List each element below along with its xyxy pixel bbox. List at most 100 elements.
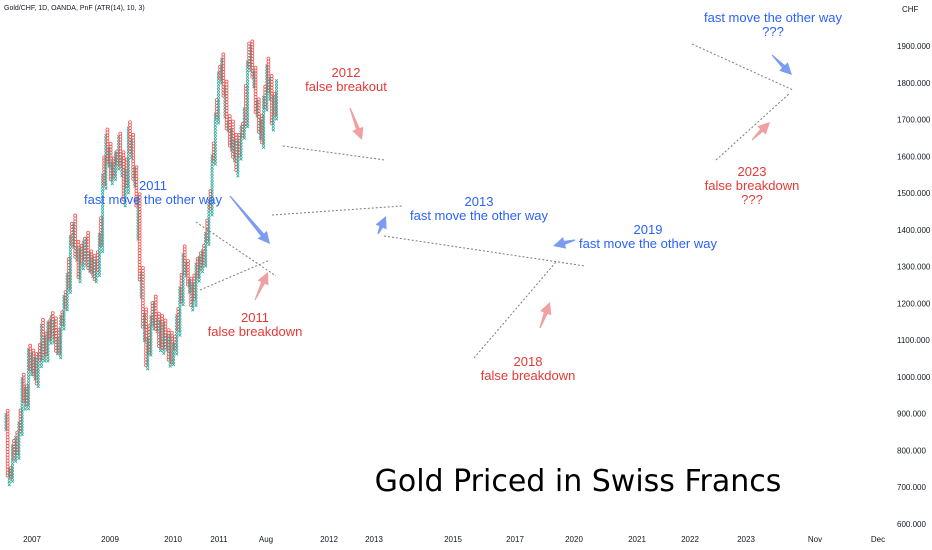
pnf-x-box — [207, 242, 211, 247]
pnf-x-box — [10, 479, 15, 484]
pnf-x-box — [126, 167, 131, 171]
pnf-x-box — [20, 385, 24, 390]
pnf-o-box — [166, 328, 171, 333]
pnf-o-box — [66, 257, 71, 261]
pnf-o-box — [131, 132, 136, 137]
pnf-x-box — [207, 239, 211, 244]
pnf-x-box — [168, 355, 172, 360]
pnf-x-box — [145, 337, 150, 342]
pnf-x-box — [126, 173, 131, 177]
pnf-x-box — [20, 382, 24, 387]
pnf-x-box — [191, 308, 195, 312]
pnf-x-box — [104, 183, 108, 188]
pnf-x-box — [59, 335, 63, 339]
pnf-x-box — [78, 268, 82, 272]
pnf-x-box — [239, 148, 243, 152]
pnf-x-box — [168, 361, 172, 365]
pnf-x-box — [236, 171, 240, 175]
pnf-x-box — [181, 276, 185, 280]
pnf-x-box — [216, 106, 221, 110]
y-tick-label: 600.000 — [897, 520, 926, 529]
pnf-o-box — [140, 266, 145, 270]
pnf-x-box — [200, 266, 205, 271]
pnf-x-box — [245, 75, 250, 79]
pnf-x-box — [145, 358, 150, 362]
pnf-o-box — [153, 294, 158, 299]
pnf-x-box — [178, 309, 182, 314]
pnf-x-box — [100, 223, 105, 227]
pnf-x-box — [20, 400, 24, 404]
pnf-x-box — [258, 127, 263, 132]
pnf-x-box — [126, 164, 131, 169]
time-axis[interactable]: 2007 2009 2010 2011 Aug 2012 2013 2015 2017 2020 2… — [23, 535, 885, 544]
pnf-x-box — [239, 139, 243, 144]
pnf-x-box — [26, 362, 31, 367]
pnf-x-box — [113, 177, 118, 182]
pnf-x-box — [210, 195, 214, 199]
pnf-x-box — [239, 157, 243, 161]
pnf-x-box — [242, 136, 246, 140]
pnf-x-box — [46, 327, 50, 331]
pnf-x-box — [216, 112, 221, 116]
pnf-o-box — [50, 311, 55, 316]
x-tick-label: 2010 — [164, 535, 182, 544]
pnf-o-box — [250, 39, 255, 44]
pnf-o-box — [37, 343, 42, 347]
pnf-x-box — [46, 347, 50, 351]
annotations: fast move the other way ??? 2012 false brea… — [84, 10, 843, 383]
pnf-x-box — [174, 346, 179, 350]
pnf-x-box — [59, 332, 63, 336]
pnf-x-box — [171, 348, 176, 352]
pnf-x-box — [46, 338, 50, 343]
pnf-x-box — [197, 264, 201, 269]
pnf-x-box — [261, 107, 266, 111]
pnf-x-box — [245, 69, 250, 73]
pnf-x-box — [274, 93, 279, 98]
pnf-x-box — [110, 173, 114, 177]
pnf-o-box — [57, 327, 62, 332]
pnf-x-box — [97, 259, 102, 263]
pnf-x-box — [65, 290, 69, 294]
pnf-x-box — [49, 338, 53, 342]
pnf-x-box — [13, 456, 18, 460]
pnf-x-box — [94, 271, 98, 275]
pnf-x-box — [46, 344, 50, 349]
y-tick-label: 700.000 — [897, 483, 926, 492]
pnf-x-box — [33, 365, 37, 369]
pnf-x-box — [104, 168, 108, 173]
pnf-x-box — [171, 356, 176, 361]
pnf-x-box — [113, 157, 118, 161]
trend-line — [271, 205, 403, 216]
pnf-x-box — [261, 95, 266, 100]
pnf-x-box — [68, 258, 73, 262]
pnf-o-box — [147, 324, 152, 329]
pnf-x-box — [100, 188, 105, 192]
pnf-x-box — [216, 97, 221, 102]
pnf-x-box — [126, 152, 131, 157]
pnf-x-box — [245, 86, 250, 91]
pnf-x-box — [203, 234, 208, 239]
pnf-o-box — [86, 230, 91, 235]
pnf-x-box — [110, 161, 114, 165]
pnf-x-box — [242, 130, 246, 135]
pnf-x-box — [261, 101, 266, 105]
pnf-x-box — [216, 118, 221, 122]
pnf-o-box — [128, 120, 132, 125]
pnf-x-box — [258, 130, 263, 135]
pnf-x-box — [49, 341, 53, 345]
pnf-x-box — [168, 343, 172, 348]
pnf-x-box — [20, 403, 24, 407]
pnf-x-box — [26, 383, 31, 387]
annotation-label: 2023 false breakdown??? — [705, 164, 800, 207]
price-axis[interactable]: 1900.000 1800.000 1700.000 1600.000 1500.000… — [897, 42, 931, 529]
pnf-x-box — [39, 364, 44, 369]
pnf-x-box — [97, 270, 102, 275]
pnf-x-box — [274, 90, 279, 95]
pnf-x-box — [181, 291, 185, 295]
pnf-x-box — [271, 116, 275, 120]
pnf-x-box — [145, 340, 150, 344]
x-tick-label: 2022 — [681, 535, 699, 544]
pnf-x-box — [207, 236, 211, 241]
pnf-x-box — [59, 317, 63, 322]
